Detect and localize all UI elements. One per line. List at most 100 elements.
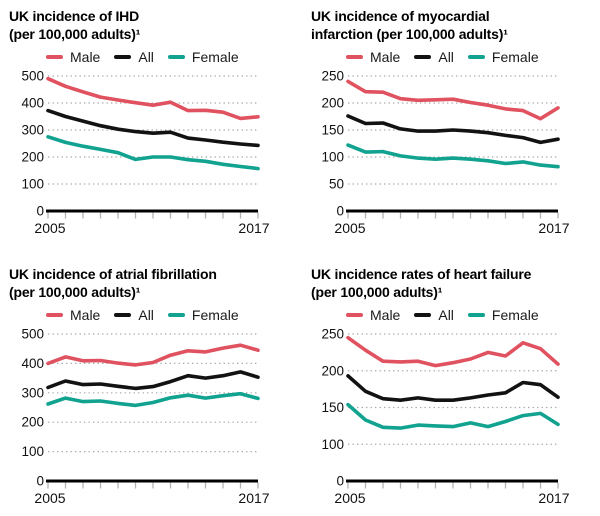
line-plot-ihd: 0 100 200 300 400 500 2005 2017 xyxy=(21,69,269,237)
chart-title: UK incidence rates of heart failure (per… xyxy=(311,265,531,301)
legend-item-female: Female xyxy=(467,307,539,323)
legend-label-all: All xyxy=(138,49,154,65)
y-tick-label-250: 250 xyxy=(321,327,344,342)
legend-label-female: Female xyxy=(191,49,239,65)
chart-title-line1: UK incidence of IHD xyxy=(9,8,139,24)
chart-title-line2: (per 100,000 adults)¹ xyxy=(311,284,443,300)
x-tick-label-start: 2005 xyxy=(334,490,365,506)
chart-title-line2: infarction (per 100,000 adults)¹ xyxy=(311,26,508,42)
male-line-swatch-icon xyxy=(46,312,63,318)
series-line-male xyxy=(46,343,260,367)
legend-item-female: Female xyxy=(167,307,239,323)
chart-ihd: UK incidence of IHD (per 100,000 adults)… xyxy=(0,0,300,258)
female-line-swatch-icon xyxy=(167,312,185,318)
legend-label-all: All xyxy=(438,49,454,65)
chart-title-line1: UK incidence rates of heart failure xyxy=(311,266,532,282)
x-tick-label-end: 2017 xyxy=(238,220,269,236)
series-line-female xyxy=(46,135,260,171)
legend-label-female: Female xyxy=(491,307,539,323)
legend-item-male: Male xyxy=(346,307,400,323)
y-tick-label-200: 200 xyxy=(21,415,44,430)
legend-label-all: All xyxy=(438,307,454,323)
line-plot-myocardial-infarction: 0 50 100 150 200 250 2005 2017 xyxy=(321,69,569,237)
legend-item-all: All xyxy=(114,307,154,323)
legend-item-male: Male xyxy=(46,49,100,65)
legend-item-female: Female xyxy=(167,49,239,65)
legend-label-male: Male xyxy=(70,307,101,323)
chart-myocardial-infarction: UK incidence of myocardial infarction (p… xyxy=(300,0,600,258)
y-tick-label-100: 100 xyxy=(321,437,344,452)
series-line-male xyxy=(346,79,560,121)
line-plot-heart-failure: 0 100 150 200 250 2005 2017 xyxy=(321,327,569,507)
chart-title: UK incidence of myocardial infarction (p… xyxy=(311,7,508,43)
y-tick-label-0: 0 xyxy=(36,474,44,489)
legend-label-male: Male xyxy=(370,307,401,323)
legend-item-female: Female xyxy=(467,49,539,65)
all-line-swatch-icon xyxy=(114,312,132,318)
y-tick-label-300: 300 xyxy=(21,123,44,138)
all-line-swatch-icon xyxy=(414,54,432,60)
legend-label-male: Male xyxy=(70,49,101,65)
male-line-swatch-icon xyxy=(346,312,363,318)
y-tick-label-0: 0 xyxy=(336,474,344,489)
y-tick-label-400: 400 xyxy=(21,96,44,111)
male-line-swatch-icon xyxy=(46,54,63,60)
legend-label-male: Male xyxy=(370,49,401,65)
legend-item-male: Male xyxy=(346,49,400,65)
series-line-female xyxy=(46,391,260,408)
chart-atrial-fibrillation: UK incidence of atrial fibrillation (per… xyxy=(0,258,300,516)
y-tick-label-500: 500 xyxy=(21,327,44,342)
chart-title: UK incidence of atrial fibrillation (per… xyxy=(9,265,217,301)
y-tick-label-200: 200 xyxy=(321,363,344,378)
y-tick-label-150: 150 xyxy=(321,400,344,415)
chart-title: UK incidence of IHD (per 100,000 adults)… xyxy=(9,7,140,43)
y-tick-label-0: 0 xyxy=(336,204,344,219)
all-line-swatch-icon xyxy=(414,312,432,318)
x-tick-label-end: 2017 xyxy=(238,490,269,506)
legend: Male All Female xyxy=(346,307,553,323)
series-line-male xyxy=(346,335,560,368)
y-tick-label-500: 500 xyxy=(21,69,44,84)
series-line-female xyxy=(346,402,560,430)
y-tick-label-0: 0 xyxy=(36,204,44,219)
female-line-swatch-icon xyxy=(167,54,185,60)
legend: Male All Female xyxy=(346,49,553,65)
chart-title-line2: (per 100,000 adults)¹ xyxy=(9,26,141,42)
series-line-all xyxy=(346,114,560,145)
male-line-swatch-icon xyxy=(346,54,363,60)
legend-item-all: All xyxy=(414,307,454,323)
y-tick-label-50: 50 xyxy=(329,177,344,192)
x-tick-label-end: 2017 xyxy=(538,220,569,236)
chart-heart-failure: UK incidence rates of heart failure (per… xyxy=(300,258,600,516)
y-tick-label-100: 100 xyxy=(321,150,344,165)
y-tick-label-250: 250 xyxy=(321,69,344,84)
female-line-swatch-icon xyxy=(467,54,485,60)
y-tick-label-200: 200 xyxy=(321,96,344,111)
series-line-all xyxy=(346,374,560,402)
legend-label-female: Female xyxy=(191,307,239,323)
chart-title-line1: UK incidence of myocardial xyxy=(311,8,490,24)
legend-item-all: All xyxy=(114,49,154,65)
y-tick-label-100: 100 xyxy=(21,177,44,192)
legend: Male All Female xyxy=(46,307,253,323)
series-line-male xyxy=(46,76,260,121)
female-line-swatch-icon xyxy=(467,312,485,318)
y-tick-label-300: 300 xyxy=(21,385,44,400)
chart-title-line2: (per 100,000 adults)¹ xyxy=(9,284,141,300)
x-tick-label-start: 2005 xyxy=(34,490,65,506)
series-line-all xyxy=(46,370,260,391)
legend-label-all: All xyxy=(138,307,154,323)
y-tick-label-100: 100 xyxy=(21,444,44,459)
y-tick-label-400: 400 xyxy=(21,356,44,371)
legend-item-all: All xyxy=(414,49,454,65)
y-tick-label-150: 150 xyxy=(321,123,344,138)
series-line-all xyxy=(46,108,260,148)
y-tick-label-200: 200 xyxy=(21,150,44,165)
legend: Male All Female xyxy=(46,49,253,65)
line-plot-atrial-fibrillation: 0 100 200 300 400 500 2005 2017 xyxy=(21,327,269,507)
x-tick-label-start: 2005 xyxy=(334,220,365,236)
all-line-swatch-icon xyxy=(114,54,132,60)
series-line-female xyxy=(346,143,560,169)
chart-title-line1: UK incidence of atrial fibrillation xyxy=(9,266,217,282)
